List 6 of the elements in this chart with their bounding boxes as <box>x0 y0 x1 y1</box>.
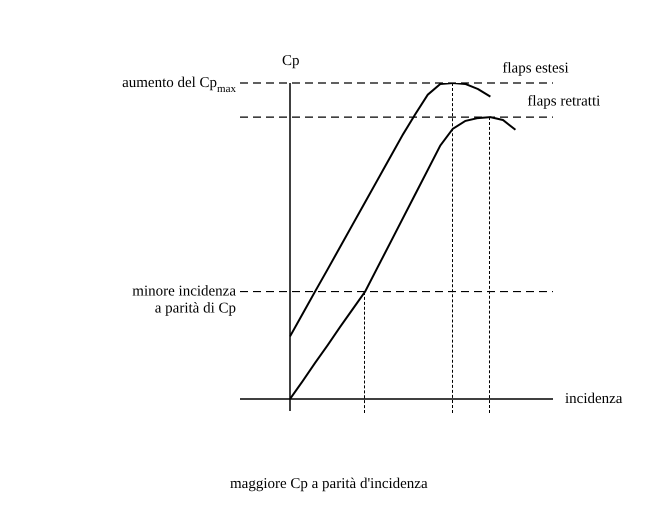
text: maggiore Cp a parità d'incidenza <box>230 476 428 492</box>
series-label: flaps retratti <box>527 94 600 110</box>
y-axis-title: Cp <box>282 52 300 69</box>
series-label: flaps estesi <box>502 60 569 77</box>
x-axis-title: incidenza <box>565 390 623 407</box>
ref-line-label: minore incidenza a parità di Cp <box>132 283 236 316</box>
